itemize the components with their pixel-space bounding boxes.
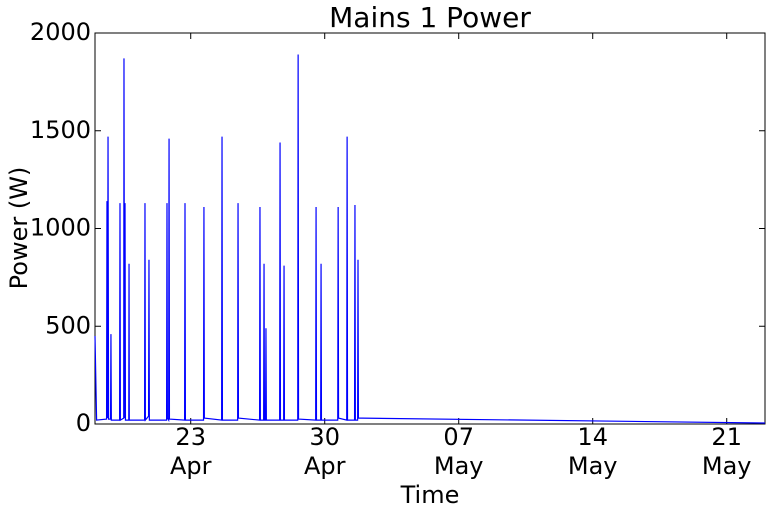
x-tick-label: 21 May [701,423,752,480]
y-tick-label: 0 [76,409,91,437]
x-tick-label: 14 May [567,423,618,480]
y-tick-label: 1500 [30,116,91,144]
chart-title: Mains 1 Power [329,1,531,34]
x-tick-label: 30 Apr [303,423,346,480]
plot-frame [94,32,766,425]
y-tick-label: 500 [45,311,91,339]
y-tick-label: 2000 [30,18,91,46]
x-axis-label: Time [400,481,460,509]
y-axis-label: Power (W) [5,167,33,290]
x-tick-label: 23 Apr [169,423,212,480]
data-line [94,54,766,424]
y-tick-label: 1000 [30,214,91,242]
x-tick-label: 07 May [433,423,484,480]
